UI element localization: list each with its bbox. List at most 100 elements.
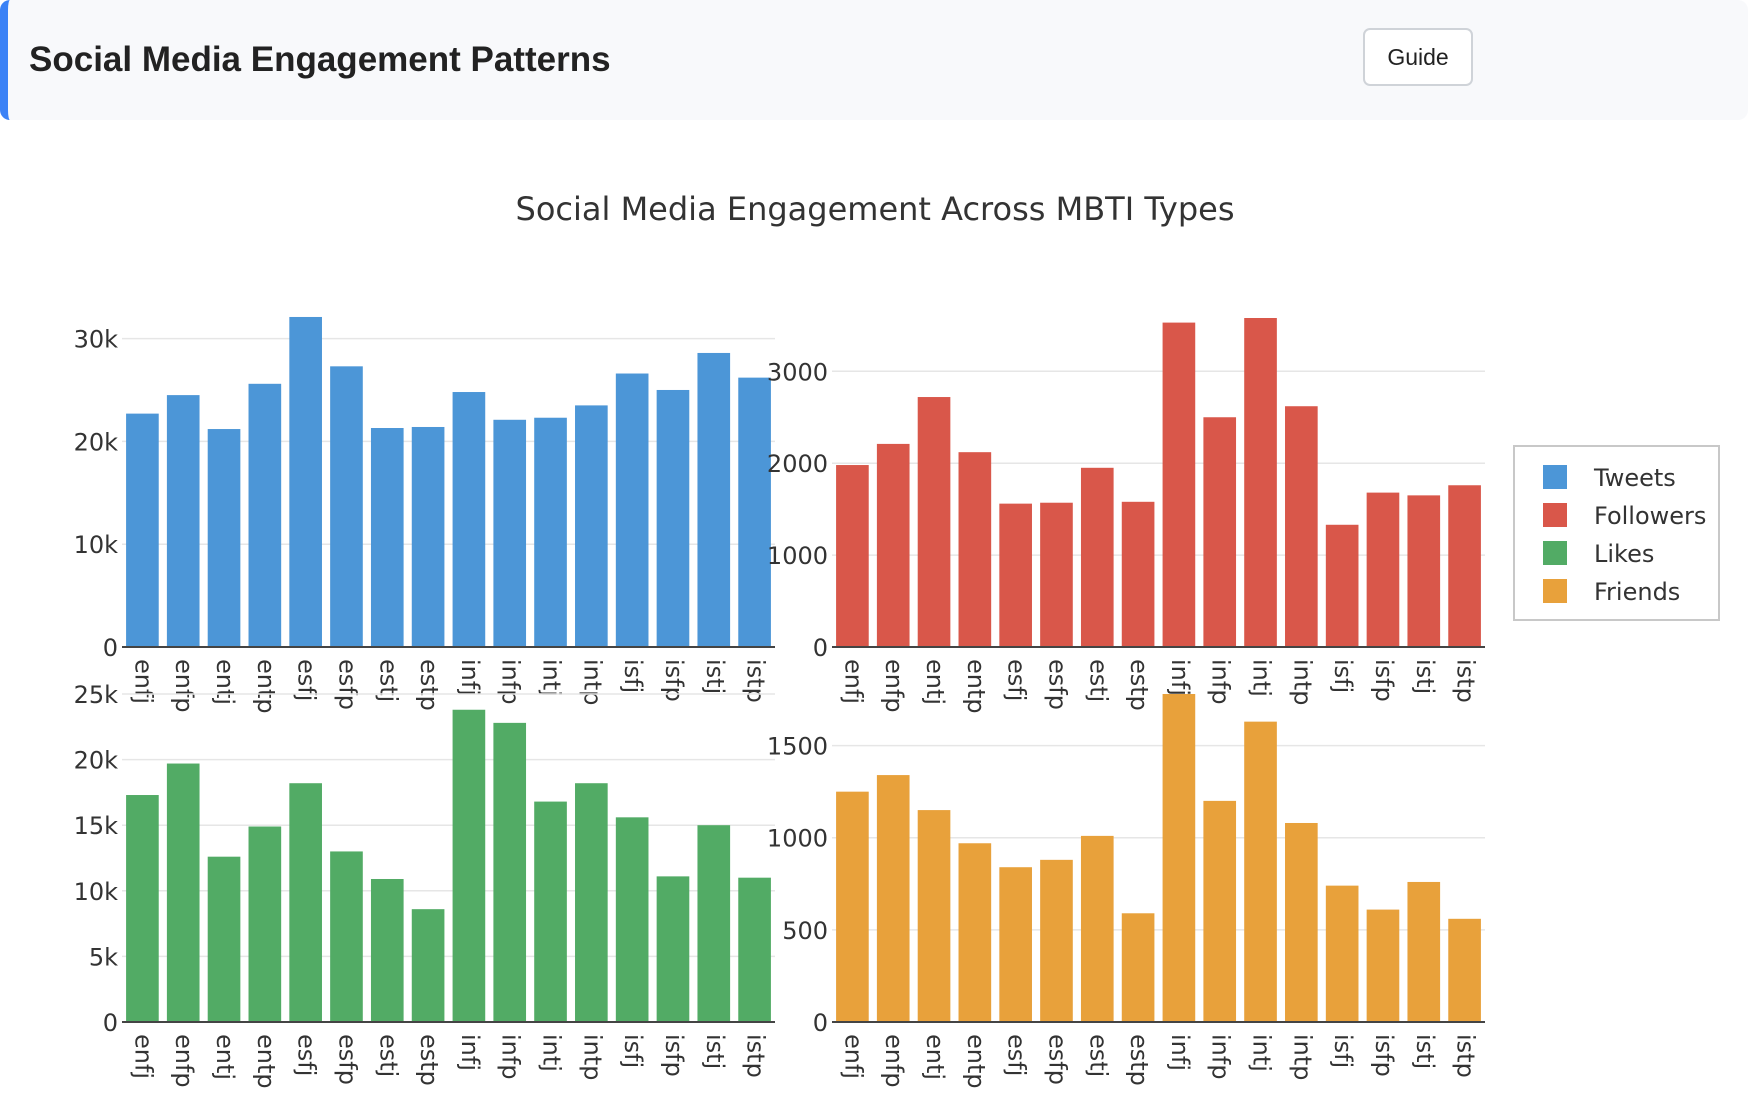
x-tick-label: esfj — [1003, 1034, 1031, 1076]
x-tick-label: esfp — [1043, 1034, 1071, 1085]
bar-likes-infj[interactable] — [452, 709, 486, 1022]
legend-swatch-tweets[interactable] — [1543, 465, 1567, 489]
bar-friends-infp[interactable] — [1203, 800, 1237, 1022]
legend-label[interactable]: Friends — [1594, 578, 1680, 606]
bar-tweets-entp[interactable] — [248, 383, 282, 647]
legend-label[interactable]: Likes — [1594, 540, 1654, 568]
bar-tweets-istj[interactable] — [697, 352, 731, 647]
subplot-friends: 0 500 1000 1500 enfj enfp entj entp esfj esfp estj… — [767, 694, 1485, 1089]
bar-friends-isfj[interactable] — [1325, 885, 1359, 1022]
bar-followers-isfj[interactable] — [1325, 524, 1359, 647]
bar-tweets-infp[interactable] — [493, 419, 527, 647]
bar-friends-entj[interactable] — [917, 810, 951, 1022]
bar-likes-enfj[interactable] — [126, 795, 159, 1022]
bar-friends-esfp[interactable] — [1040, 859, 1073, 1022]
bar-followers-esfj[interactable] — [999, 503, 1032, 647]
bar-likes-intj[interactable] — [534, 801, 567, 1022]
bar-tweets-enfp[interactable] — [166, 395, 200, 647]
bar-tweets-istp[interactable] — [738, 377, 771, 647]
y-tick-label: 0 — [103, 634, 118, 662]
bar-followers-esfp[interactable] — [1040, 502, 1073, 647]
bar-followers-estj[interactable] — [1080, 467, 1114, 647]
bar-followers-istj[interactable] — [1407, 495, 1441, 647]
bar-friends-infj[interactable] — [1162, 694, 1196, 1022]
bar-friends-istp[interactable] — [1448, 918, 1481, 1022]
legend-swatch-likes[interactable] — [1543, 541, 1567, 565]
legend-label[interactable]: Followers — [1594, 502, 1706, 530]
bar-friends-intj[interactable] — [1244, 721, 1277, 1022]
bar-likes-entp[interactable] — [248, 826, 282, 1022]
x-tick-label: intp — [1288, 1034, 1316, 1081]
x-tick-label: istp — [1452, 1034, 1480, 1078]
x-tick-label: intp — [1288, 659, 1316, 706]
bar-tweets-isfj[interactable] — [615, 373, 649, 647]
bar-tweets-intj[interactable] — [534, 417, 567, 647]
bar-followers-infp[interactable] — [1203, 417, 1237, 647]
bar-followers-enfp[interactable] — [876, 443, 910, 647]
bar-likes-isfj[interactable] — [615, 817, 649, 1022]
bar-friends-estp[interactable] — [1121, 913, 1155, 1022]
y-tick-label: 20k — [74, 428, 119, 456]
bar-likes-intp[interactable] — [575, 783, 608, 1022]
bar-likes-infp[interactable] — [493, 722, 527, 1022]
bar-followers-isfp[interactable] — [1366, 492, 1400, 647]
x-tick-label: entp — [962, 1034, 990, 1089]
bar-likes-estp[interactable] — [411, 909, 445, 1022]
bar-followers-intj[interactable] — [1244, 318, 1277, 647]
bar-tweets-entj[interactable] — [207, 429, 241, 647]
bar-tweets-infj[interactable] — [452, 392, 486, 647]
guide-button[interactable]: Guide — [1363, 28, 1473, 86]
bar-tweets-intp[interactable] — [575, 405, 608, 647]
y-tick-label: 2000 — [767, 450, 828, 478]
bar-followers-infj[interactable] — [1162, 322, 1196, 647]
bar-likes-estj[interactable] — [370, 878, 404, 1022]
x-tick-label: istp — [742, 659, 770, 703]
x-tick-label: intj — [538, 1034, 566, 1072]
x-tick-label: entp — [962, 659, 990, 714]
bar-likes-istj[interactable] — [697, 825, 731, 1022]
bar-tweets-estj[interactable] — [370, 428, 404, 647]
bar-friends-enfp[interactable] — [876, 775, 910, 1022]
bar-likes-esfj[interactable] — [289, 783, 322, 1022]
x-tick-label: estp — [415, 659, 443, 711]
y-tick-label: 0 — [813, 634, 828, 662]
legend-swatch-followers[interactable] — [1543, 503, 1567, 527]
bar-followers-enfj[interactable] — [836, 465, 869, 647]
bar-friends-enfj[interactable] — [836, 791, 869, 1022]
bar-followers-estp[interactable] — [1121, 501, 1155, 647]
x-tick-label: estj — [374, 659, 402, 702]
bar-tweets-esfp[interactable] — [330, 366, 363, 647]
bar-likes-enfp[interactable] — [166, 763, 200, 1022]
x-tick-label: esfp — [333, 659, 361, 710]
legend-label[interactable]: Tweets — [1593, 464, 1676, 492]
x-tick-label: estj — [374, 1034, 402, 1077]
bar-followers-entj[interactable] — [917, 397, 951, 647]
bar-tweets-isfp[interactable] — [656, 389, 690, 647]
bar-friends-estj[interactable] — [1080, 835, 1114, 1022]
x-tick-label: istj — [701, 659, 729, 694]
y-tick-label: 25k — [74, 681, 119, 709]
bar-followers-entp[interactable] — [958, 452, 992, 647]
bar-likes-entj[interactable] — [207, 856, 241, 1022]
bar-likes-isfp[interactable] — [656, 876, 690, 1022]
bar-friends-isfp[interactable] — [1366, 909, 1400, 1022]
x-tick-label: isfp — [660, 1034, 688, 1077]
legend-swatch-friends[interactable] — [1543, 579, 1567, 603]
bar-tweets-esfj[interactable] — [289, 316, 322, 647]
bar-friends-esfj[interactable] — [999, 867, 1032, 1022]
x-tick-label: isfj — [619, 659, 647, 693]
bar-friends-istj[interactable] — [1407, 881, 1441, 1022]
bar-friends-entp[interactable] — [958, 843, 992, 1022]
x-tick-label: entj — [921, 1034, 949, 1080]
bar-tweets-enfj[interactable] — [126, 413, 159, 647]
x-tick-label: intj — [538, 659, 566, 697]
bar-friends-intp[interactable] — [1285, 822, 1318, 1022]
bar-followers-istp[interactable] — [1448, 485, 1481, 647]
bar-likes-esfp[interactable] — [330, 851, 363, 1022]
subplot-tweets: 0 10k 20k 30k enfj enfp entj entp esfj esfp estj es… — [74, 316, 775, 714]
bar-tweets-estp[interactable] — [411, 426, 445, 647]
x-tick-label: isfp — [660, 659, 688, 702]
bar-likes-istp[interactable] — [738, 877, 771, 1022]
bar-followers-intp[interactable] — [1285, 406, 1318, 647]
